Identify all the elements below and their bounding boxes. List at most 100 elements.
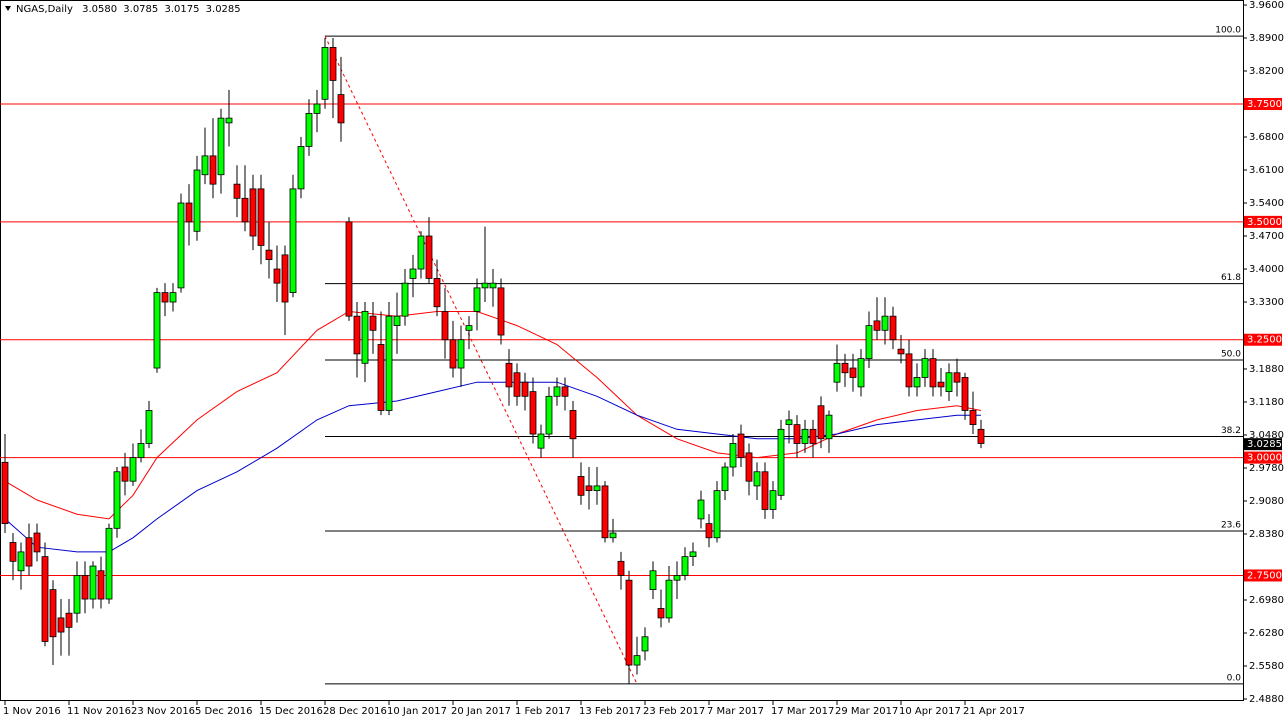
candle-body: [377, 344, 385, 411]
candle-body: [257, 188, 265, 246]
x-tick-label: 5 Dec 2016: [195, 706, 253, 717]
x-tick-label: 17 Mar 2017: [771, 706, 834, 717]
candle-body: [537, 433, 545, 449]
candle-body: [425, 235, 433, 279]
candle-body: [745, 452, 753, 482]
x-tick-label: 20 Jan 2017: [451, 706, 511, 717]
candle-body: [169, 292, 177, 303]
candle-body: [585, 485, 593, 492]
plot-frame: [0, 0, 1244, 701]
candle-body: [961, 377, 969, 411]
y-tick-label: 3.0480: [1249, 430, 1284, 441]
candle-body: [321, 47, 329, 100]
y-tick-label: 3.9600: [1249, 0, 1284, 11]
level-label: 3.5000: [1247, 217, 1282, 228]
y-tick-label: 3.6800: [1249, 132, 1284, 143]
last-price-tag: [1244, 438, 1282, 451]
candle-body: [233, 183, 241, 199]
candle-body: [193, 169, 201, 232]
y-tick-label: 3.3300: [1249, 297, 1284, 308]
x-tick-label: 28 Dec 2016: [323, 706, 387, 717]
candle-body: [185, 202, 193, 223]
level-tag: [1244, 569, 1282, 582]
candle-body: [753, 471, 761, 487]
candle-body: [89, 565, 97, 600]
candle-body: [569, 410, 577, 440]
low-price: 3.0175: [164, 4, 199, 15]
menu-arrow: [5, 6, 11, 11]
candle-body: [729, 443, 737, 468]
candle-body: [841, 362, 849, 374]
candle-body: [57, 617, 65, 633]
y-tick-label: 3.8200: [1249, 66, 1284, 77]
candle-body: [441, 311, 449, 341]
candle-body: [217, 117, 225, 176]
candle-body: [673, 575, 681, 581]
fib-label: 50.0: [1221, 350, 1241, 360]
candle-body: [809, 428, 817, 444]
y-tick-label: 2.6980: [1249, 595, 1284, 606]
level-tag: [1244, 451, 1282, 464]
level-label: 3.0000: [1247, 453, 1282, 464]
candle-body: [713, 490, 721, 539]
candle-body: [641, 636, 649, 652]
y-tick-label: 3.1880: [1249, 364, 1284, 375]
candle-body: [385, 315, 393, 411]
candle-body: [457, 339, 465, 369]
candle-body: [201, 155, 209, 176]
candle-body: [849, 367, 857, 378]
candle-body: [161, 292, 169, 303]
candle-body: [761, 471, 769, 510]
y-tick-label: 3.8900: [1249, 33, 1284, 44]
candle-body: [625, 579, 633, 666]
candle-body: [857, 358, 865, 388]
candle-body: [33, 532, 41, 553]
candle-body: [769, 490, 777, 510]
level-label: 2.7500: [1247, 570, 1282, 581]
candle-body: [313, 103, 321, 114]
candle-body: [513, 372, 521, 397]
y-tick-label: 3.5400: [1249, 198, 1284, 209]
candle-body: [137, 443, 145, 459]
level-label: 3.7500: [1247, 99, 1282, 110]
x-tick-label: 15 Dec 2016: [259, 706, 323, 717]
candle-body: [65, 612, 73, 628]
candle-body: [529, 391, 537, 435]
candle-body: [977, 428, 985, 444]
candle-body: [545, 395, 553, 435]
candle-body: [577, 476, 585, 496]
candle-body: [969, 410, 977, 426]
candle-body: [617, 560, 625, 576]
y-tick-label: 2.5580: [1249, 661, 1284, 672]
candle-body: [945, 372, 953, 393]
x-tick-label: 13 Feb 2017: [579, 706, 641, 717]
candle-body: [49, 589, 57, 638]
candle-body: [561, 386, 569, 397]
y-tick-label: 3.4700: [1249, 231, 1284, 242]
symbol: NGAS,Daily: [16, 4, 73, 15]
candle-body: [889, 315, 897, 341]
candle-body: [241, 197, 249, 223]
candle-body: [609, 532, 617, 539]
y-tick-label: 2.9080: [1249, 496, 1284, 507]
x-tick-label: 21 Apr 2017: [963, 706, 1025, 717]
candle-body: [593, 485, 601, 492]
candle-body: [633, 655, 641, 666]
chart-header: NGAS,Daily 3.0580 3.0785 3.0175 3.0285: [16, 4, 241, 15]
y-tick-label: 2.8380: [1249, 529, 1284, 540]
candle-body: [265, 249, 273, 260]
candle-body: [481, 282, 489, 289]
candle-body: [465, 325, 473, 331]
fib-label: 100.0: [1215, 26, 1241, 36]
candle-body: [433, 278, 441, 308]
candle-body: [953, 372, 961, 383]
candle-body: [41, 556, 49, 642]
candle-body: [361, 311, 369, 364]
candle-body: [777, 428, 785, 496]
candle-body: [681, 556, 689, 576]
candle-body: [209, 155, 217, 185]
candle-body: [801, 428, 809, 444]
y-tick-label: 3.1180: [1249, 397, 1284, 408]
candle-body: [881, 315, 889, 331]
